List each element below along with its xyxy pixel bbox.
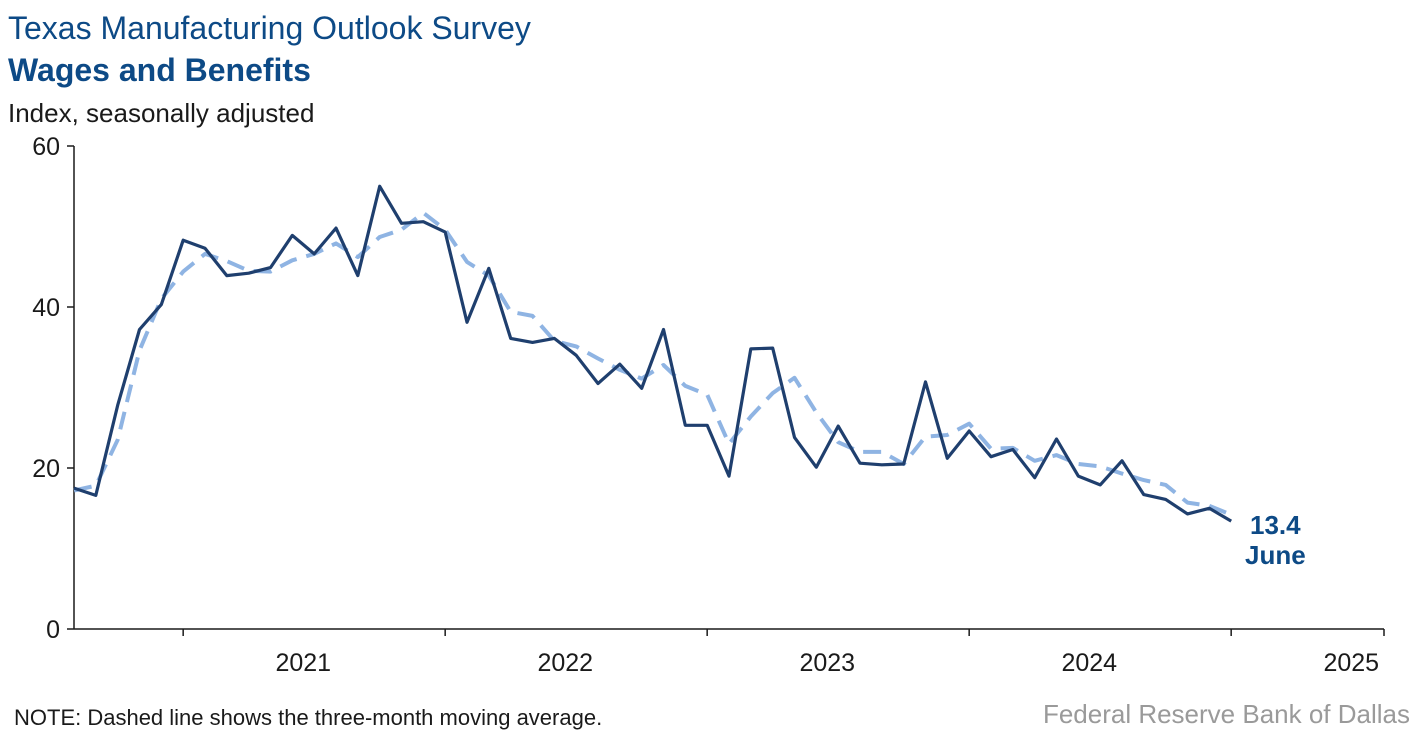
x-tick-label: 2025 — [1323, 649, 1379, 677]
x-tick-label: 2023 — [799, 649, 855, 677]
y-tick-label: 60 — [32, 133, 60, 161]
y-tick-label: 20 — [32, 455, 60, 483]
chart-title: Texas Manufacturing Outlook Survey — [8, 10, 531, 46]
index-line — [73, 184, 1233, 523]
y-axis-units-label: Index, seasonally adjusted — [8, 98, 315, 128]
x-tick-label: 2024 — [1061, 649, 1117, 677]
chart-subtitle: Wages and Benefits — [8, 52, 311, 88]
last-value-label: 13.4 — [1250, 510, 1301, 540]
x-tick-label: 2021 — [275, 649, 331, 677]
series-layer — [73, 184, 1233, 523]
annotation-layer: 13.4 June — [1245, 510, 1306, 570]
chart-axes: 0 20 40 60 2021 2022 2023 2024 2025 — [32, 133, 1385, 677]
source-credit: Federal Reserve Bank of Dallas — [1042, 699, 1410, 729]
y-tick-label: 0 — [46, 616, 60, 644]
last-month-label: June — [1245, 540, 1306, 570]
moving-average-line — [73, 210, 1232, 517]
x-tick-label: 2022 — [537, 649, 593, 677]
y-tick-label: 40 — [32, 294, 60, 322]
footnote: NOTE: Dashed line shows the three-month … — [14, 705, 603, 730]
